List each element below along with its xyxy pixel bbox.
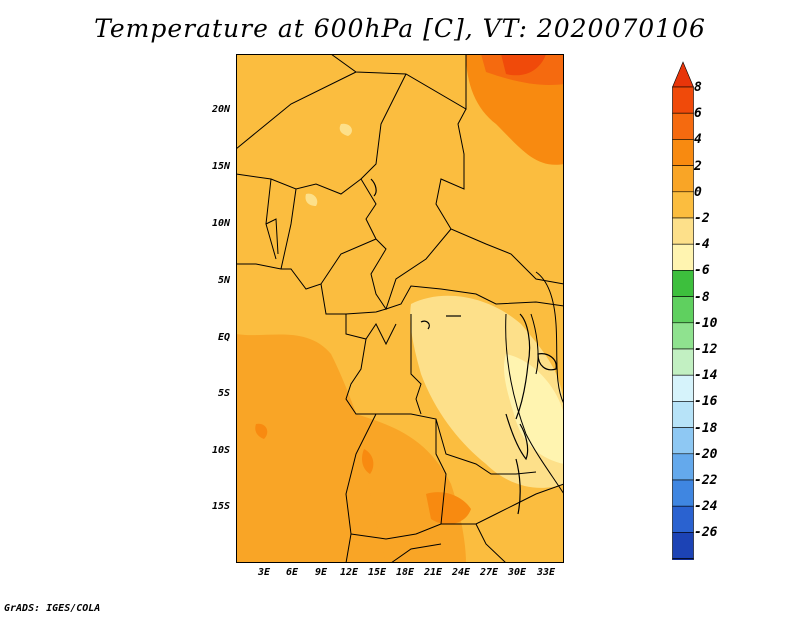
lon-label-6e: 6E: [285, 567, 299, 578]
hot-spot-west: [255, 423, 268, 439]
lat-label-15n: 15N: [211, 161, 230, 172]
colorbar-level-label: 8: [694, 80, 702, 95]
colorbar-level-label: -20: [694, 446, 718, 462]
colorbar-level-label: 6: [694, 106, 702, 122]
lon-label-33e: 33E: [536, 567, 556, 578]
colorbar-level-label: -22: [694, 473, 718, 488]
lon-label-18e: 18E: [395, 567, 415, 578]
colorbar-cell: [672, 86, 694, 114]
temperature-map: [236, 54, 564, 563]
colorbar-level-label: -10: [694, 315, 718, 331]
lat-label-eq: EQ: [217, 332, 230, 343]
colorbar-level-label: -6: [694, 263, 710, 279]
lon-label-3e: 3E: [257, 567, 271, 578]
colorbar-level-label: -24: [694, 499, 718, 515]
colorbar-cell: [672, 112, 694, 140]
colorbar-level-label: -16: [694, 394, 718, 410]
lat-label-15s: 15S: [211, 501, 230, 512]
colorbar-cell: [672, 505, 694, 533]
cool-patch-north: [305, 193, 318, 206]
lon-label-30e: 30E: [507, 567, 527, 578]
colorbar-cell: [672, 479, 694, 507]
lon-label-21e: 21E: [423, 567, 443, 578]
colorbar-cell: [672, 243, 694, 271]
colorbar-level-label: 4: [694, 132, 702, 148]
colorbar-cell: [672, 453, 694, 481]
lon-label-27e: 27E: [479, 567, 499, 578]
colorbar-cell: [672, 165, 694, 193]
colorbar-level-label: -12: [694, 342, 718, 357]
colorbar-cell: [672, 427, 694, 455]
colorbar-cell: [672, 374, 694, 402]
hot-spot-south: [426, 492, 471, 525]
cool-patch-northwest: [339, 123, 352, 136]
colorbar-cell: [672, 191, 694, 219]
lat-label-10n: 10N: [211, 218, 230, 229]
colorbar-cell: [672, 139, 694, 166]
colorbar-level-label: 2: [694, 158, 702, 174]
hot-core-northeast: [501, 54, 546, 76]
colorbar-level-label: -26: [694, 525, 718, 541]
colorbar-level-label: -18: [694, 420, 718, 436]
credit-text: GrADS: IGES/COLA: [4, 603, 101, 614]
lon-label-9e: 9E: [314, 567, 328, 578]
hot-spot-angola: [362, 449, 374, 474]
lat-label-5n: 5N: [217, 275, 230, 286]
country-borders: [236, 54, 564, 563]
colorbar-level-label: -4: [694, 237, 710, 253]
colorbar: [672, 61, 694, 560]
colorbar-cell: [672, 348, 694, 376]
colorbar-cell: [672, 322, 694, 350]
warm-region-southwest: [236, 334, 446, 563]
lon-label-15e: 15E: [367, 567, 387, 578]
lat-label-20n: 20N: [211, 104, 230, 115]
map-title: Temperature at 600hPa [C], VT: 202007010…: [94, 14, 706, 43]
colorbar-level-label: -8: [694, 289, 710, 305]
colorbar-cell: [672, 270, 694, 297]
colorbar-top-arrow: [672, 61, 694, 88]
cool-region-east: [503, 354, 564, 464]
lake-outlines: [370, 178, 557, 515]
lat-label-5s: 5S: [217, 388, 230, 399]
warm-region-south: [356, 414, 466, 563]
colorbar-cell: [672, 532, 694, 559]
colorbar-level-label: 0: [694, 184, 702, 200]
lon-label-24e: 24E: [451, 567, 471, 578]
lon-label-12e: 12E: [339, 567, 359, 578]
colorbar-cell: [672, 558, 694, 560]
colorbar-cell: [672, 217, 694, 245]
colorbar-level-label: -14: [694, 368, 718, 384]
colorbar-cell: [672, 296, 694, 324]
colorbar-level-label: -2: [694, 211, 710, 226]
lat-label-10s: 10S: [211, 445, 230, 456]
colorbar-cell: [672, 401, 694, 428]
